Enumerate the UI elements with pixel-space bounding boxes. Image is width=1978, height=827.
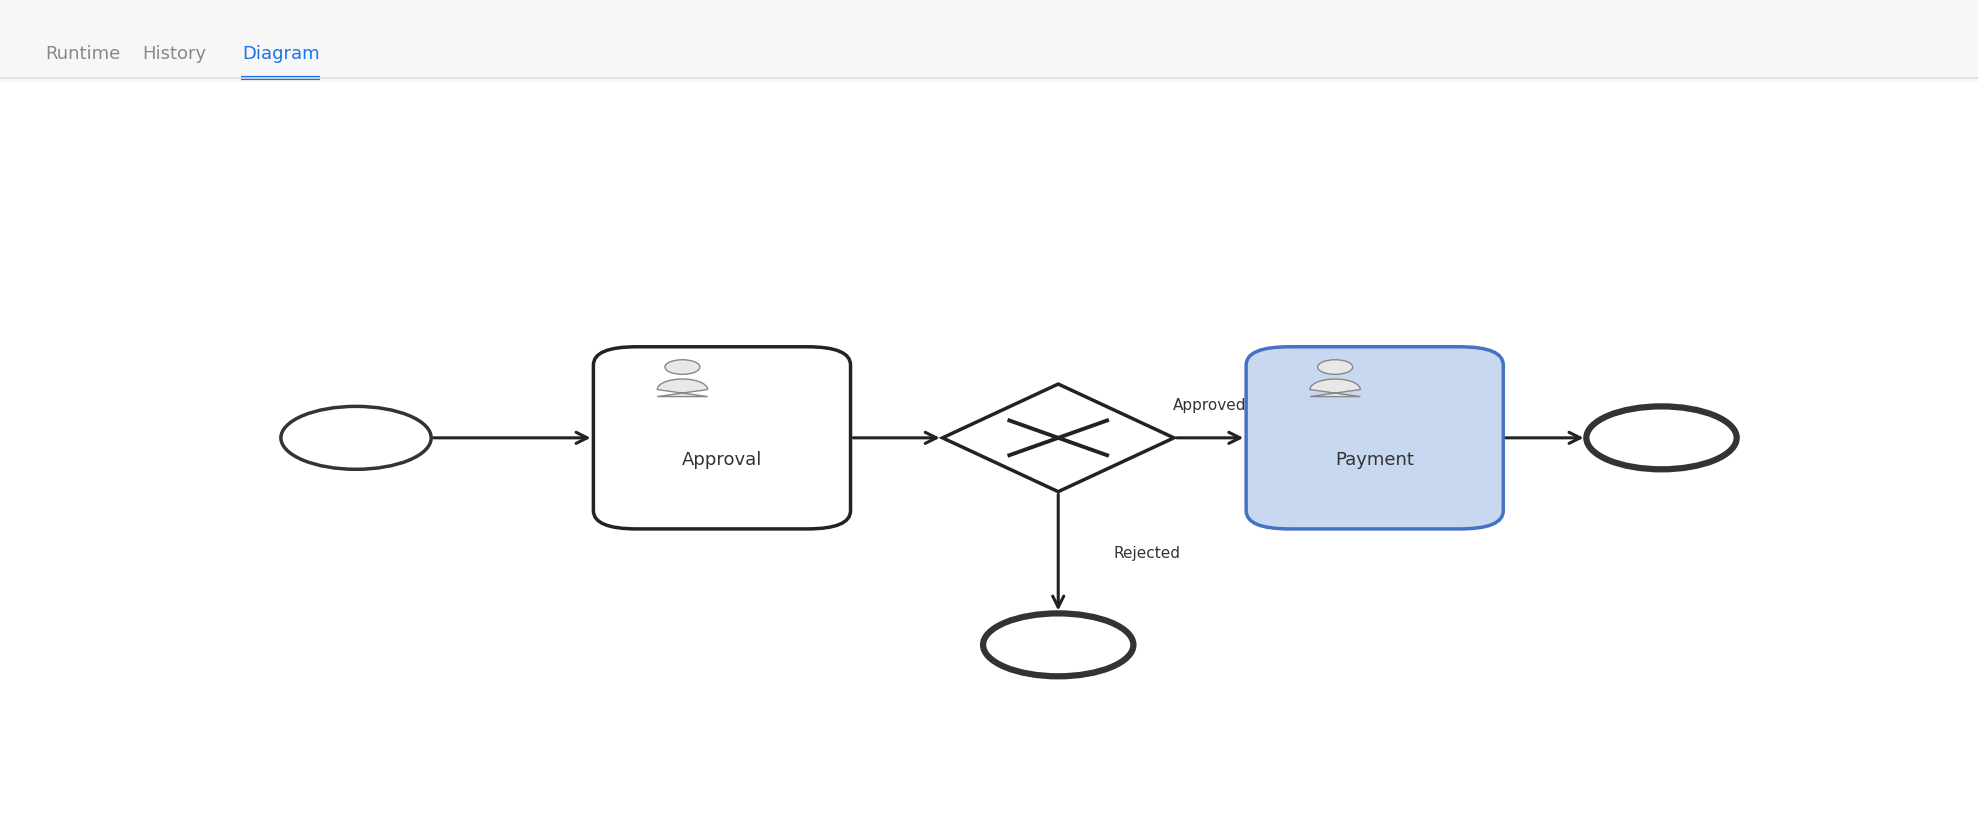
Circle shape (1586, 407, 1737, 470)
Text: Payment: Payment (1335, 450, 1414, 468)
FancyBboxPatch shape (1246, 347, 1503, 529)
Circle shape (665, 361, 700, 375)
FancyBboxPatch shape (0, 83, 1978, 827)
Polygon shape (944, 385, 1175, 492)
Polygon shape (657, 380, 708, 397)
FancyBboxPatch shape (593, 347, 851, 529)
Circle shape (1317, 361, 1353, 375)
Text: Rejected: Rejected (1114, 545, 1181, 561)
Polygon shape (1309, 380, 1361, 397)
Text: Approval: Approval (682, 450, 762, 468)
Text: Approved: Approved (1173, 398, 1246, 413)
Circle shape (281, 407, 431, 470)
Text: Diagram: Diagram (241, 45, 320, 63)
Text: History: History (142, 45, 206, 63)
Circle shape (983, 614, 1133, 676)
Text: Runtime: Runtime (45, 45, 121, 63)
